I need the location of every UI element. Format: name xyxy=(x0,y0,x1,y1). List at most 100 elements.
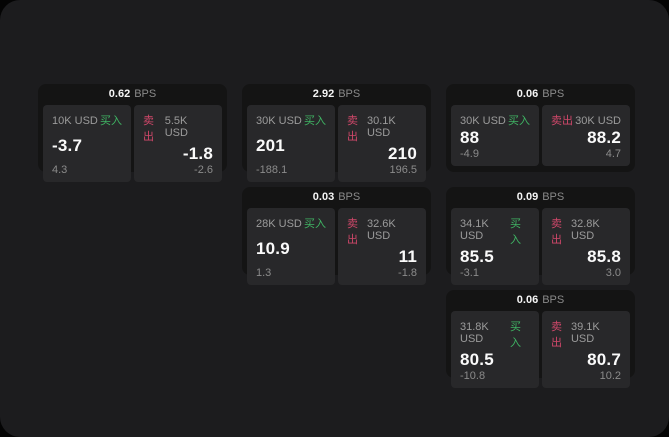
sell-amount: 32.8K USD xyxy=(570,218,600,242)
spread-card: 0.62 BPS 10K USD 买入 -3.7 4.3 卖出 5.5K USD… xyxy=(38,84,227,182)
buy-amount: 30K USD xyxy=(460,115,506,127)
sell-side-label: 卖出 xyxy=(347,218,358,246)
buy-panel[interactable]: 28K USD 买入 10.9 1.3 xyxy=(247,208,335,285)
card-header: 0.06 BPS xyxy=(451,84,630,105)
sell-panel-header: 卖出 5.5K USD xyxy=(143,112,213,144)
sell-price: 88.2 xyxy=(587,128,621,147)
sell-side-label: 卖出 xyxy=(551,115,573,127)
bps-value: 2.92 xyxy=(312,88,335,100)
buy-delta: 1.3 xyxy=(256,267,272,279)
bps-unit-label: BPS xyxy=(338,88,361,100)
buy-delta: 4.3 xyxy=(52,164,68,176)
bps-unit-label: BPS xyxy=(542,88,565,100)
sell-delta: -2.6 xyxy=(194,164,213,176)
sell-amount: 30K USD xyxy=(575,115,621,127)
sell-panel[interactable]: 卖出 30.1K USD 210 196.5 xyxy=(338,105,426,182)
sell-price: 80.7 xyxy=(587,350,621,369)
sell-delta: 4.7 xyxy=(605,148,621,160)
buy-price: 80.5 xyxy=(460,350,494,369)
buy-side-label: 买入 xyxy=(510,218,522,246)
sell-side-label: 卖出 xyxy=(143,115,154,143)
buy-price: 88 xyxy=(460,128,480,147)
sell-delta: -1.8 xyxy=(398,267,417,279)
card-header: 2.92 BPS xyxy=(247,84,426,105)
sell-side-label: 卖出 xyxy=(347,115,358,143)
buy-panel[interactable]: 10K USD 买入 -3.7 4.3 xyxy=(43,105,131,182)
sell-delta: 10.2 xyxy=(599,370,621,382)
buy-amount: 31.8K USD xyxy=(460,321,489,345)
sell-panel[interactable]: 卖出 30K USD 88.2 4.7 xyxy=(542,105,630,166)
spread-card: 0.06 BPS 30K USD 买入 88 -4.9 卖出 30K USD 8… xyxy=(446,84,635,172)
bps-unit-label: BPS xyxy=(542,191,565,203)
buy-sell-panels: 31.8K USD 买入 80.5 -10.8 卖出 39.1K USD 80.… xyxy=(451,311,630,388)
buy-side-label: 买入 xyxy=(304,115,326,127)
buy-delta: -188.1 xyxy=(256,164,288,176)
buy-sell-panels: 28K USD 买入 10.9 1.3 卖出 32.6K USD 11 -1.8 xyxy=(247,208,426,285)
bps-unit-label: BPS xyxy=(338,191,361,203)
buy-price: -3.7 xyxy=(52,136,83,155)
sell-panel[interactable]: 卖出 32.8K USD 85.8 3.0 xyxy=(542,208,630,285)
sell-panel[interactable]: 卖出 32.6K USD 11 -1.8 xyxy=(338,208,426,285)
buy-sell-panels: 10K USD 买入 -3.7 4.3 卖出 5.5K USD -1.8 -2.… xyxy=(43,105,222,182)
sell-delta: 3.0 xyxy=(605,267,621,279)
buy-side-label: 买入 xyxy=(508,115,530,127)
sell-panel[interactable]: 卖出 39.1K USD 80.7 10.2 xyxy=(542,311,630,388)
buy-delta: -4.9 xyxy=(460,148,479,160)
sell-price: 11 xyxy=(398,247,417,266)
sell-side-label: 卖出 xyxy=(551,218,562,246)
buy-panel[interactable]: 30K USD 买入 88 -4.9 xyxy=(451,105,539,166)
buy-amount: 10K USD xyxy=(52,115,98,127)
buy-panel[interactable]: 30K USD 买入 201 -188.1 xyxy=(247,105,335,182)
buy-panel-header: 30K USD 买入 xyxy=(256,112,326,128)
bps-value: 0.06 xyxy=(516,88,539,100)
buy-amount: 34.1K USD xyxy=(460,218,489,242)
buy-price: 85.5 xyxy=(460,247,494,266)
buy-side-label: 买入 xyxy=(510,321,522,349)
buy-delta: -3.1 xyxy=(460,267,479,279)
sell-amount: 39.1K USD xyxy=(570,321,600,345)
bps-unit-label: BPS xyxy=(134,88,157,100)
cards-grid: 0.62 BPS 10K USD 买入 -3.7 4.3 卖出 5.5K USD… xyxy=(38,84,635,388)
bps-value: 0.62 xyxy=(108,88,131,100)
buy-panel[interactable]: 31.8K USD 买入 80.5 -10.8 xyxy=(451,311,539,388)
sell-price: -1.8 xyxy=(182,144,213,163)
sell-delta: 196.5 xyxy=(389,164,417,176)
bps-value: 0.06 xyxy=(516,294,539,306)
card-header: 0.62 BPS xyxy=(43,84,222,105)
sell-amount: 5.5K USD xyxy=(164,115,188,139)
spread-card: 0.09 BPS 34.1K USD 买入 85.5 -3.1 卖出 32.8K… xyxy=(446,187,635,285)
card-header: 0.09 BPS xyxy=(451,187,630,208)
sell-panel-header: 卖出 39.1K USD xyxy=(551,318,621,350)
buy-side-label: 买入 xyxy=(100,115,122,127)
buy-sell-panels: 30K USD 买入 88 -4.9 卖出 30K USD 88.2 4.7 xyxy=(451,105,630,166)
sell-panel[interactable]: 卖出 5.5K USD -1.8 -2.6 xyxy=(134,105,222,182)
bps-value: 0.09 xyxy=(516,191,539,203)
buy-side-label: 买入 xyxy=(304,218,326,230)
buy-panel-header: 10K USD 买入 xyxy=(52,112,122,128)
card-header: 0.03 BPS xyxy=(247,187,426,208)
sell-price: 210 xyxy=(388,144,417,163)
sell-price: 85.8 xyxy=(587,247,621,266)
bps-unit-label: BPS xyxy=(542,294,565,306)
spread-card: 2.92 BPS 30K USD 买入 201 -188.1 卖出 30.1K … xyxy=(242,84,431,182)
bps-value: 0.03 xyxy=(312,191,335,203)
buy-panel-header: 30K USD 买入 xyxy=(460,112,530,128)
sell-amount: 32.6K USD xyxy=(366,218,396,242)
buy-panel-header: 34.1K USD 买入 xyxy=(460,215,530,247)
spread-card: 0.03 BPS 28K USD 买入 10.9 1.3 卖出 32.6K US… xyxy=(242,187,431,285)
sell-panel-header: 卖出 30K USD xyxy=(551,112,621,128)
buy-amount: 30K USD xyxy=(256,115,302,127)
card-header: 0.06 BPS xyxy=(451,290,630,311)
buy-panel-header: 31.8K USD 买入 xyxy=(460,318,530,350)
buy-amount: 28K USD xyxy=(256,218,302,230)
buy-panel[interactable]: 34.1K USD 买入 85.5 -3.1 xyxy=(451,208,539,285)
spread-card: 0.06 BPS 31.8K USD 买入 80.5 -10.8 卖出 39.1… xyxy=(446,290,635,388)
sell-panel-header: 卖出 32.8K USD xyxy=(551,215,621,247)
buy-panel-header: 28K USD 买入 xyxy=(256,215,326,231)
buy-delta: -10.8 xyxy=(460,370,486,382)
buy-price: 201 xyxy=(256,136,285,155)
sell-amount: 30.1K USD xyxy=(366,115,396,139)
buy-sell-panels: 34.1K USD 买入 85.5 -3.1 卖出 32.8K USD 85.8… xyxy=(451,208,630,285)
sell-side-label: 卖出 xyxy=(551,321,562,349)
sell-panel-header: 卖出 32.6K USD xyxy=(347,215,417,247)
